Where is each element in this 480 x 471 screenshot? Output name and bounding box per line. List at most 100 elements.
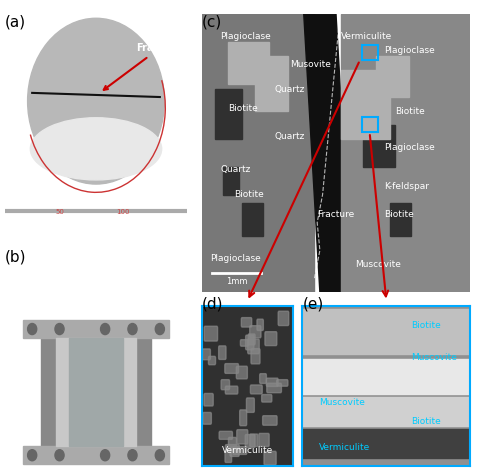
Text: Vermiculite: Vermiculite xyxy=(222,447,273,455)
FancyBboxPatch shape xyxy=(250,434,258,447)
FancyBboxPatch shape xyxy=(251,349,260,364)
Text: Quartz: Quartz xyxy=(274,85,304,94)
Circle shape xyxy=(55,450,64,461)
Text: (a): (a) xyxy=(5,14,26,29)
FancyBboxPatch shape xyxy=(248,334,255,345)
Bar xyxy=(41,333,151,455)
FancyBboxPatch shape xyxy=(267,383,281,393)
Circle shape xyxy=(128,450,137,461)
Bar xyxy=(223,167,239,195)
Text: 100: 100 xyxy=(117,209,130,215)
Text: Plagioclase: Plagioclase xyxy=(384,46,435,55)
Bar xyxy=(242,203,264,236)
Text: Biotite: Biotite xyxy=(411,417,441,426)
FancyBboxPatch shape xyxy=(219,431,232,439)
FancyBboxPatch shape xyxy=(237,430,248,444)
Text: Plagioclase: Plagioclase xyxy=(220,32,271,41)
FancyBboxPatch shape xyxy=(208,357,216,365)
Bar xyxy=(302,309,470,354)
Text: Quartz: Quartz xyxy=(220,165,251,174)
FancyBboxPatch shape xyxy=(221,380,229,390)
Text: (b): (b) xyxy=(5,250,26,265)
FancyBboxPatch shape xyxy=(257,319,264,331)
FancyBboxPatch shape xyxy=(260,374,266,383)
Text: Biotite: Biotite xyxy=(411,321,441,330)
Circle shape xyxy=(156,450,164,461)
FancyBboxPatch shape xyxy=(266,378,278,386)
FancyBboxPatch shape xyxy=(230,447,239,456)
Text: Muscovite: Muscovite xyxy=(355,260,401,269)
Bar xyxy=(202,14,314,292)
FancyBboxPatch shape xyxy=(278,311,289,325)
FancyBboxPatch shape xyxy=(203,413,211,424)
FancyBboxPatch shape xyxy=(245,435,255,447)
Bar xyxy=(390,203,411,236)
FancyBboxPatch shape xyxy=(219,346,226,359)
FancyBboxPatch shape xyxy=(259,433,269,447)
Text: Quartz: Quartz xyxy=(274,132,304,141)
Text: Biotite: Biotite xyxy=(234,190,264,199)
FancyBboxPatch shape xyxy=(246,398,254,413)
FancyBboxPatch shape xyxy=(204,393,213,406)
Polygon shape xyxy=(304,14,352,292)
Bar xyxy=(255,56,288,112)
FancyBboxPatch shape xyxy=(203,349,210,360)
Bar xyxy=(363,125,395,167)
FancyBboxPatch shape xyxy=(233,447,247,455)
FancyBboxPatch shape xyxy=(225,452,232,463)
FancyBboxPatch shape xyxy=(240,410,247,426)
Text: Fracture: Fracture xyxy=(317,210,354,219)
Text: Muscovite: Muscovite xyxy=(411,353,457,362)
Text: 1mm: 1mm xyxy=(226,276,247,286)
Text: 50: 50 xyxy=(55,209,64,215)
Bar xyxy=(215,89,242,139)
Text: Fracture: Fracture xyxy=(104,43,182,90)
Circle shape xyxy=(101,324,109,334)
FancyBboxPatch shape xyxy=(265,332,277,346)
FancyBboxPatch shape xyxy=(228,438,237,452)
FancyBboxPatch shape xyxy=(250,325,261,338)
Text: (d): (d) xyxy=(202,297,223,312)
Text: (c): (c) xyxy=(202,14,222,29)
FancyBboxPatch shape xyxy=(246,335,254,350)
Bar xyxy=(23,320,169,338)
FancyBboxPatch shape xyxy=(226,445,240,452)
FancyBboxPatch shape xyxy=(236,366,247,379)
FancyBboxPatch shape xyxy=(240,340,248,346)
Bar xyxy=(376,56,408,97)
Text: Muscovite: Muscovite xyxy=(319,398,365,407)
Bar xyxy=(302,359,470,394)
Bar xyxy=(341,70,390,139)
FancyBboxPatch shape xyxy=(251,385,262,394)
Text: Plagioclase: Plagioclase xyxy=(384,143,435,152)
Ellipse shape xyxy=(30,118,162,180)
FancyBboxPatch shape xyxy=(225,386,238,394)
Text: Vermiculite: Vermiculite xyxy=(341,32,393,41)
FancyBboxPatch shape xyxy=(263,416,277,425)
FancyBboxPatch shape xyxy=(241,317,252,327)
Bar xyxy=(69,338,123,447)
Bar xyxy=(228,42,269,84)
Ellipse shape xyxy=(27,18,164,184)
Text: Musovite: Musovite xyxy=(290,60,331,69)
Bar xyxy=(302,398,470,426)
FancyBboxPatch shape xyxy=(204,326,217,341)
Text: Biotite: Biotite xyxy=(395,107,425,116)
Text: Plagioclase: Plagioclase xyxy=(210,254,261,263)
FancyBboxPatch shape xyxy=(276,380,288,386)
Text: Vermiculite: Vermiculite xyxy=(319,443,371,452)
Text: (e): (e) xyxy=(302,297,324,312)
Circle shape xyxy=(55,324,64,334)
FancyBboxPatch shape xyxy=(262,395,272,402)
FancyBboxPatch shape xyxy=(248,339,259,354)
Text: Biotite: Biotite xyxy=(228,104,258,113)
Text: K-feldspar: K-feldspar xyxy=(384,182,430,191)
Circle shape xyxy=(156,324,164,334)
Bar xyxy=(302,430,470,458)
FancyBboxPatch shape xyxy=(264,451,276,465)
Circle shape xyxy=(101,450,109,461)
Text: Biotite: Biotite xyxy=(384,210,414,219)
Bar xyxy=(341,14,470,292)
Circle shape xyxy=(27,450,36,461)
Bar xyxy=(23,447,169,464)
